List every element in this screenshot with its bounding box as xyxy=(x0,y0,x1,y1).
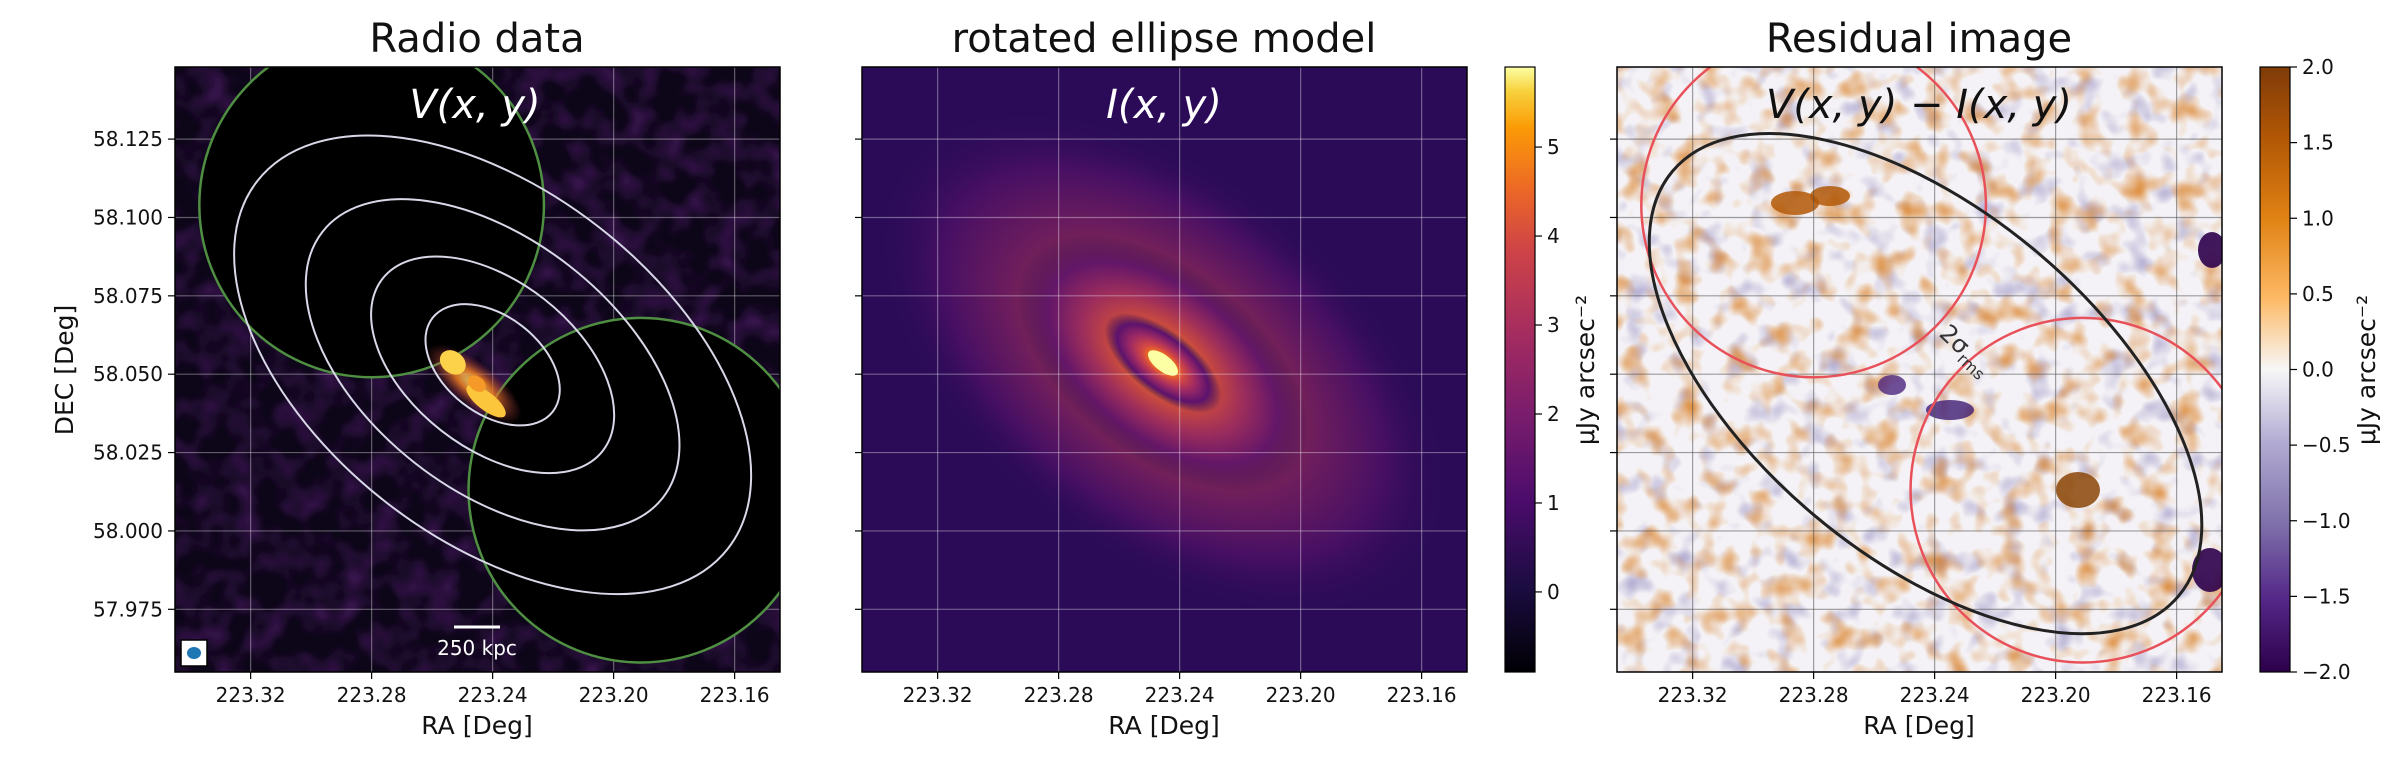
panel1-contours xyxy=(233,134,753,596)
sigma-ellipse xyxy=(1647,132,2204,636)
residual-features xyxy=(1771,186,2222,592)
colorbar-tick-label: −1.0 xyxy=(2302,509,2351,533)
panel2-title: rotated ellipse model xyxy=(952,16,1377,62)
panel3-grid xyxy=(1617,67,2222,672)
panel1-title: Radio data xyxy=(369,16,584,62)
colorbar-2-label: μJy arcsec⁻² xyxy=(2352,295,2381,445)
panel2-annotation: I(x, y) xyxy=(1106,82,1222,128)
x-tick-label: 223.16 xyxy=(700,683,770,707)
colorbar-2 xyxy=(2259,66,2291,673)
panel3-annotation: V(x, y) − I(x, y) xyxy=(1766,82,2072,128)
x-tick-label: 223.28 xyxy=(337,683,407,707)
colorbar-tick-label: −2.0 xyxy=(2302,660,2351,684)
colorbar-tick-label: 4 xyxy=(1547,224,1560,248)
colorbar-tick-label: −1.5 xyxy=(2302,584,2351,608)
panel2-xticks: 223.32 223.28 223.24 223.20 223.16 xyxy=(903,672,1457,707)
colorbar-1-ticks: 0 1 2 3 4 5 xyxy=(1535,135,1560,604)
contour-ellipse xyxy=(370,255,616,475)
y-tick-label: 58.125 xyxy=(93,127,163,151)
x-tick-label: 223.16 xyxy=(2142,683,2212,707)
x-tick-label: 223.16 xyxy=(1387,683,1457,707)
y-tick-label: 57.975 xyxy=(93,597,163,621)
colorbar-tick-label: −0.5 xyxy=(2302,433,2351,457)
panel2-image: I(x, y) xyxy=(862,67,1467,672)
colorbar-tick-label: 0.5 xyxy=(2302,282,2334,306)
panel1-xlabel: RA [Deg] xyxy=(421,711,532,740)
panel-residual: Residual image 2σrms V(x, y) − I(x, y) 2… xyxy=(1610,16,2381,740)
y-tick-label: 58.075 xyxy=(93,284,163,308)
x-tick-label: 223.24 xyxy=(458,683,528,707)
x-tick-label: 223.20 xyxy=(2021,683,2091,707)
panel1-yticks: 57.975 58.000 58.025 58.050 58.075 58.100 58.1… xyxy=(93,127,175,621)
panel3-image: 2σrms V(x, y) − I(x, y) xyxy=(1617,67,2222,672)
panel1-image: 250 kpc V(x, y) xyxy=(175,67,780,672)
colorbar-tick-label: 2.0 xyxy=(2302,55,2334,79)
panel1-masks xyxy=(198,67,780,664)
colorbar-tick-label: 5 xyxy=(1547,135,1560,159)
y-tick-label: 58.000 xyxy=(93,519,163,543)
colorbar-tick-label: 1.5 xyxy=(2302,131,2334,155)
scalebar-label: 250 kpc xyxy=(437,636,517,660)
x-tick-label: 223.28 xyxy=(1024,683,1094,707)
mask-circle xyxy=(467,316,780,664)
beam-ellipse xyxy=(187,647,201,659)
panel1-ylabel: DEC [Deg] xyxy=(50,305,79,435)
x-tick-label: 223.32 xyxy=(216,683,286,707)
colorbar-tick-label: 2 xyxy=(1547,402,1560,426)
region-circle xyxy=(1909,316,2222,664)
panel3-title: Residual image xyxy=(1766,16,2072,62)
y-tick-label: 58.025 xyxy=(93,441,163,465)
colorbar-tick-label: 3 xyxy=(1547,313,1560,337)
panel3-xticks: 223.32 223.28 223.24 223.20 223.16 xyxy=(1658,672,2212,707)
x-tick-label: 223.32 xyxy=(1658,683,1728,707)
contour-ellipse xyxy=(233,134,753,596)
region-circle xyxy=(1640,67,1988,379)
colorbar-1-label: μJy arcsec⁻² xyxy=(1571,295,1600,445)
model-ellipse xyxy=(877,110,1449,616)
panel3-xlabel: RA [Deg] xyxy=(1863,711,1974,740)
colorbar-tick-label: 0 xyxy=(1547,580,1560,604)
mask-circle xyxy=(198,67,546,379)
panel3-circles xyxy=(1640,67,2222,664)
colorbar-tick-label: 0.0 xyxy=(2302,358,2334,382)
panel1-annotation: V(x, y) xyxy=(409,82,540,128)
panel2-xlabel: RA [Deg] xyxy=(1108,711,1219,740)
contour-ellipse xyxy=(424,303,561,427)
x-tick-label: 223.28 xyxy=(1779,683,1849,707)
sigma-contour xyxy=(1647,132,2204,636)
colorbar-tick-label: 1.0 xyxy=(2302,206,2334,230)
x-tick-label: 223.32 xyxy=(903,683,973,707)
panel2-grid xyxy=(862,67,1467,672)
colorbar-tick-label: 1 xyxy=(1547,491,1560,515)
x-tick-label: 223.24 xyxy=(1900,683,1970,707)
panel-radio-data: Radio data 250 kpc V(x, y) 223.32 223.28 2… xyxy=(50,16,781,740)
radio-source xyxy=(426,344,522,424)
panel3-yticks xyxy=(1610,138,1617,610)
panel2-yticks xyxy=(855,138,862,610)
x-tick-label: 223.20 xyxy=(1266,683,1336,707)
x-tick-label: 223.20 xyxy=(579,683,649,707)
y-tick-label: 58.050 xyxy=(93,362,163,386)
x-tick-label: 223.24 xyxy=(1145,683,1215,707)
contour-ellipse xyxy=(304,198,681,532)
colorbar-1 xyxy=(1504,66,1536,673)
colorbar-2-ticks: −2.0 −1.5 −1.0 −0.5 0.0 0.5 1.0 1.5 2.0 xyxy=(2290,55,2351,684)
panel1-xticks: 223.32 223.28 223.24 223.20 223.16 xyxy=(216,672,770,707)
panel-model: rotated ellipse model I(x, y) 223.32 223.… xyxy=(855,16,1600,740)
y-tick-label: 58.100 xyxy=(93,205,163,229)
